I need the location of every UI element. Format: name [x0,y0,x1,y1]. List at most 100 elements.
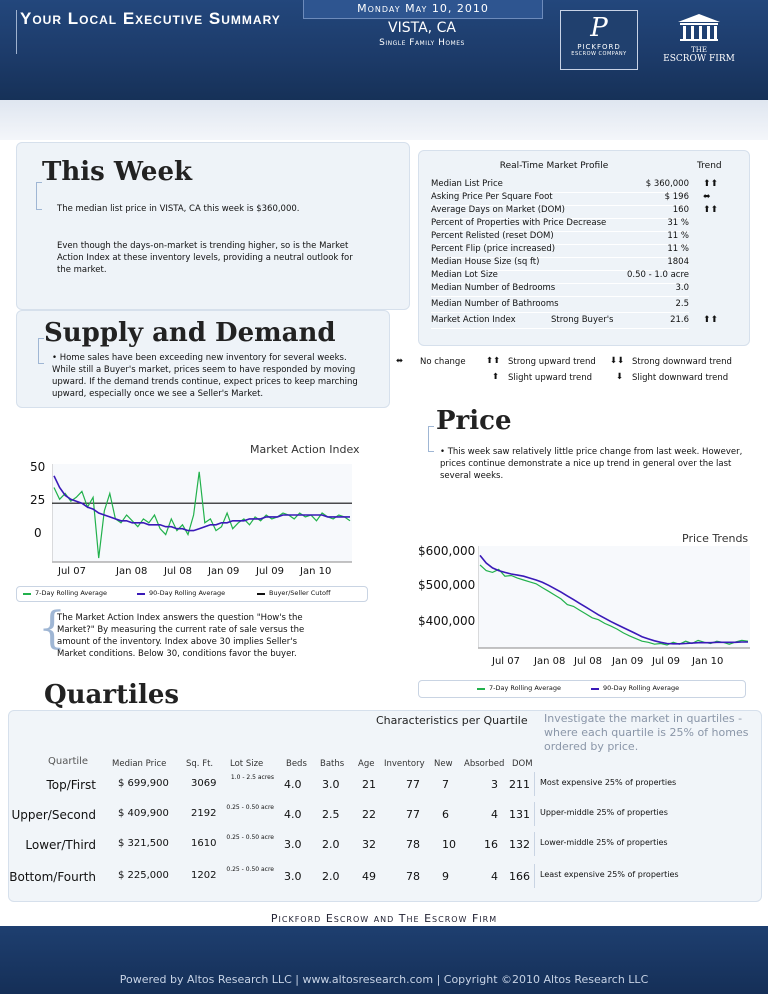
trend-arrow-icon: ⬌ [703,192,711,202]
property-type: Single Family Homes [379,38,465,48]
slight-down-icon: ⬇ [616,372,624,382]
trend-arrow-icon: ⬆⬆ [703,205,719,215]
q-age: 22 [362,808,376,821]
q-name: Top/First [46,778,96,792]
q-inv: 78 [406,870,420,883]
x-tick-label: Jan 10 [300,566,332,577]
col-median-price: Median Price [112,759,167,769]
q-inv: 78 [406,838,420,851]
profile-value: 160 [672,205,689,215]
market-profile-row: Percent of Properties with Price Decreas… [431,218,689,232]
col-absorbed: Absorbed [464,759,505,769]
market-profile-row: Median Number of Bedrooms 3.0 [431,283,689,297]
supply-demand-text: • Home sales have been exceeding new inv… [52,353,358,399]
q-beds: 4.0 [284,808,302,821]
price-ytick: $500,000 [418,578,476,592]
city-name: VISTA, CA [388,20,456,36]
market-profile-row: Median List Price $ 360,000 ⬆⬆ [431,179,718,193]
escrow-firm-logo: THE ESCROW FIRM [648,12,750,68]
price-legend-1: 7-Day Rolling Average [489,684,562,692]
q-age: 49 [362,870,376,883]
quartiles-panel [8,710,762,902]
mai-ytick: 0 [34,526,42,540]
legend-swatch-blue [591,688,599,690]
legend-no-change: No change [420,357,466,367]
q-price: $ 225,000 [118,870,169,881]
footer-firms: Pickford Escrow and The Escrow Firm [270,912,498,925]
quartiles-subtitle: Characteristics per Quartile [376,714,528,727]
col-inventory: Inventory [384,759,425,769]
profile-label: Median Number of Bathrooms [431,299,559,309]
header-band [0,100,768,140]
legend-strong-down: Strong downward trend [632,357,732,367]
profile-value: $ 360,000 [645,179,689,189]
col-new: New [434,759,453,769]
legend-swatch-black [257,593,265,595]
q-new: 7 [442,778,449,791]
price-chart-title: Price Trends [682,532,749,545]
supply-demand-panel [16,310,390,408]
x-tick-label: Jul 09 [256,566,284,577]
price-heading: Price [436,406,512,436]
mai-note: The Market Action Index answers the ques… [57,613,305,659]
mai-ytick: 50 [30,460,46,474]
price-ytick: $600,000 [418,544,476,558]
profile-label: Percent Flip (price increased) [431,244,556,254]
profile-value: 11 % [667,231,689,241]
market-profile-row: Median Lot Size 0.50 - 1.0 acre [431,270,689,284]
market-profile-row: Market Action Index Strong Buyer's 21.6 ⬆⬆ [431,315,718,329]
q-description: Most expensive 25% of properties [534,772,754,796]
q-dom: 211 [509,778,530,791]
x-tick-label: Jul 08 [574,656,602,667]
col-beds: Beds [286,759,307,769]
col-age: Age [358,759,375,769]
q-baths: 2.0 [322,838,340,851]
mai-ytick: 25 [30,493,46,507]
profile-value: 2.5 [675,299,689,309]
col-lot-size: Lot Size [230,759,264,769]
series-line-1 [479,554,748,645]
this-week-p1: The median list price in VISTA, CA this … [57,204,300,214]
this-week-heading: This Week [42,157,192,187]
market-profile-panel: Real-Time Market Profile Trend Median Li… [418,150,750,346]
strong-up-icon: ⬆⬆ [486,356,501,366]
header-rule [16,10,17,54]
report-title: Your Local Executive Summary [20,9,281,28]
price-chart [478,546,750,649]
trend-header: Trend [697,161,722,171]
price-chart-area: Price Trends $600,000 $500,000 $400,000 … [410,530,760,680]
q-abs: 4 [491,870,498,883]
q-abs: 4 [491,808,498,821]
profile-label: Median List Price [431,179,503,189]
market-profile-row: Asking Price Per Square Foot $ 196 ⬌ [431,192,711,206]
profile-label: Market Action Index [431,315,516,325]
x-tick-label: Jul 07 [58,566,86,577]
q-dom: 131 [509,808,530,821]
q-lot: 0.25 - 0.50 acre [226,804,274,811]
q-description: Lower-middle 25% of properties [534,832,754,856]
q-lot: 0.25 - 0.50 acre [226,834,274,841]
col-baths: Baths [320,759,345,769]
mai-legend-3: Buyer/Seller Cutoff [269,589,331,597]
profile-label: Percent of Properties with Price Decreas… [431,218,607,228]
q-beds: 4.0 [284,778,302,791]
footer-powered: Powered by Altos Research LLC | www.alto… [119,973,649,986]
market-profile-row: Median Number of Bathrooms 2.5 [431,299,689,313]
col-sqft: Sq. Ft. [186,759,214,769]
series-line-1 [53,475,350,532]
no-change-icon: ⬌ [396,356,404,366]
price-ytick: $400,000 [418,614,476,628]
q-lot: 0.25 - 0.50 acre [226,866,274,873]
profile-label: Median Lot Size [431,270,498,280]
series-line-0 [53,471,351,559]
x-tick-label: Jan 09 [612,656,644,667]
mai-chart-area: Market Action Index 50 25 0 Jul 07 Jan 08… [0,440,380,600]
q-new: 10 [442,838,456,851]
q-abs: 3 [491,778,498,791]
col-quartile: Quartile [48,756,89,767]
this-week-p2: Even though the days-on-market is trendi… [57,241,353,275]
bracket [38,338,44,364]
q-sqft: 1610 [191,838,217,849]
market-profile-row: Percent Flip (price increased) 11 % [431,244,689,258]
brace-icon: { [38,603,66,654]
